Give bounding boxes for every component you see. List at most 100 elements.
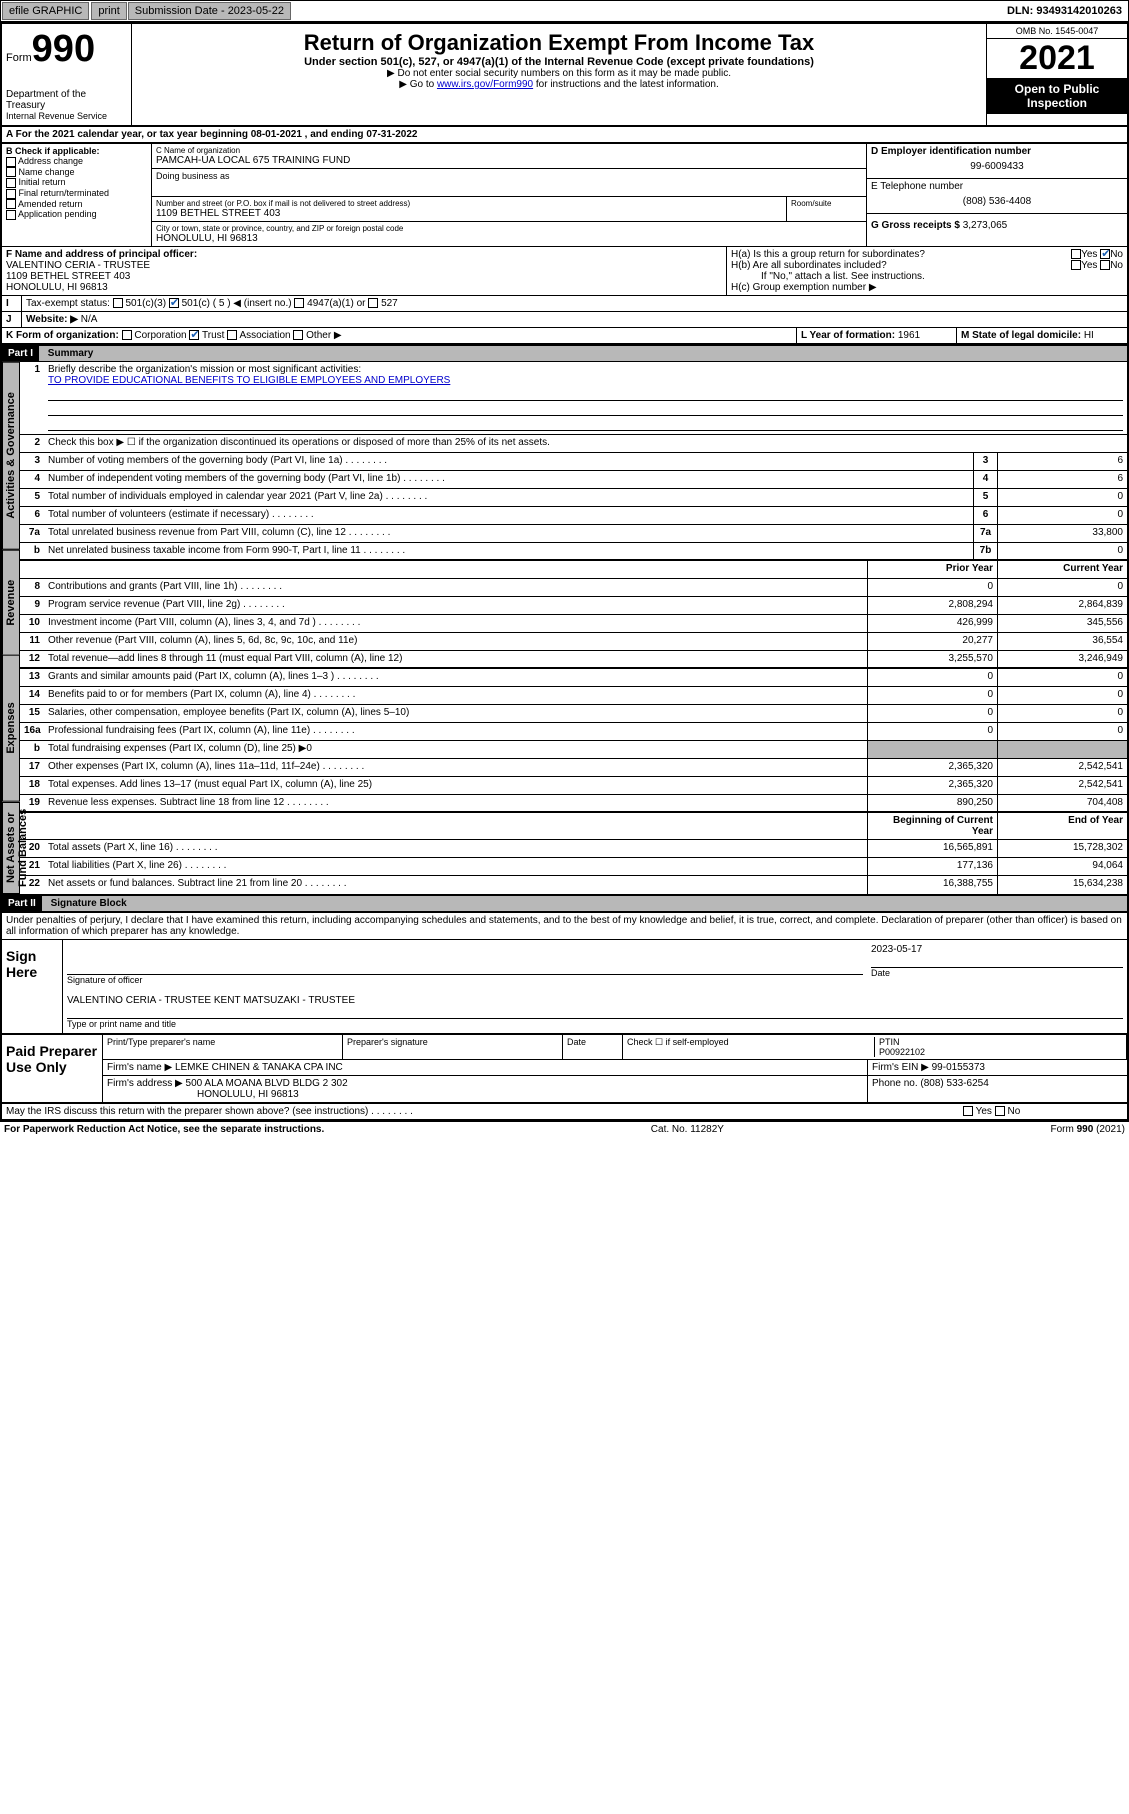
title-column: Return of Organization Exempt From Incom…: [132, 24, 987, 125]
section-b: B Check if applicable: Address change Na…: [2, 144, 152, 247]
street-value: 1109 BETHEL STREET 403: [156, 208, 782, 219]
line-7b-label: Net unrelated business taxable income fr…: [44, 543, 973, 559]
street-label: Number and street (or P.O. box if mail i…: [156, 199, 782, 208]
tab-expenses: Expenses: [2, 655, 20, 802]
part-i-table: Activities & Governance Revenue Expenses…: [0, 362, 1129, 896]
check-application-pending[interactable]: Application pending: [6, 209, 147, 220]
check-4947[interactable]: [294, 298, 304, 308]
check-527[interactable]: [368, 298, 378, 308]
city-label: City or town, state or province, country…: [156, 224, 862, 233]
phone-value: (808) 536-4408: [871, 192, 1123, 211]
firm-name: LEMKE CHINEN & TANAKA CPA INC: [175, 1062, 343, 1073]
officer-city: HONOLULU, HI 96813: [6, 282, 108, 293]
line-18-label: Total expenses. Add lines 13–17 (must eq…: [44, 777, 867, 794]
top-bar: efile GRAPHIC print Submission Date - 20…: [0, 0, 1129, 22]
section-h: H(a) Is this a group return for subordin…: [727, 247, 1127, 296]
ein-label: D Employer identification number: [871, 146, 1031, 157]
part-i-header: Part I: [2, 346, 39, 361]
paid-preparer-block: Paid Preparer Use Only Print/Type prepar…: [0, 1035, 1129, 1104]
part-ii-header: Part II: [2, 896, 42, 911]
line-16b-label: Total fundraising expenses (Part IX, col…: [44, 741, 867, 758]
print-button[interactable]: print: [91, 2, 126, 20]
preparer-date-header: Date: [563, 1035, 623, 1060]
year-column: OMB No. 1545-0047 2021 Open to Public In…: [987, 24, 1127, 125]
line-17-label: Other expenses (Part IX, column (A), lin…: [44, 759, 867, 776]
discuss-yes[interactable]: [963, 1106, 973, 1116]
check-initial-return[interactable]: Initial return: [6, 177, 147, 188]
org-name: PAMCAH-UA LOCAL 675 TRAINING FUND: [156, 155, 862, 166]
officer-signature-line: Signature of officer: [67, 974, 863, 985]
tax-year: 2021: [987, 39, 1127, 78]
tab-revenue: Revenue: [2, 550, 20, 656]
tab-governance: Activities & Governance: [2, 362, 20, 550]
check-address-change[interactable]: Address change: [6, 156, 147, 167]
irs-link[interactable]: www.irs.gov/Form990: [437, 79, 533, 90]
line-2: Check this box ▶ ☐ if the organization d…: [44, 435, 1127, 452]
part-i-title: Summary: [42, 346, 100, 361]
line-5-value: 0: [997, 489, 1127, 506]
discuss-no[interactable]: [995, 1106, 1005, 1116]
self-employed-check[interactable]: Check ☐ if self-employed: [627, 1037, 875, 1057]
line-13-label: Grants and similar amounts paid (Part IX…: [44, 669, 867, 686]
form-word: Form: [6, 52, 32, 64]
check-amended-return[interactable]: Amended return: [6, 199, 147, 210]
section-f: F Name and address of principal officer:…: [2, 247, 727, 296]
note-ssn: ▶ Do not enter social security numbers o…: [138, 68, 980, 79]
line-19-label: Revenue less expenses. Subtract line 18 …: [44, 795, 867, 811]
section-c: C Name of organization PAMCAH-UA LOCAL 6…: [152, 144, 867, 247]
check-corporation[interactable]: [122, 330, 132, 340]
efile-label: efile GRAPHIC: [2, 2, 89, 20]
check-association[interactable]: [227, 330, 237, 340]
form-subtitle: Under section 501(c), 527, or 4947(a)(1)…: [138, 56, 980, 68]
firm-address-2: HONOLULU, HI 96813: [107, 1089, 299, 1100]
tax-exempt-status: Tax-exempt status: 501(c)(3) 501(c) ( 5 …: [22, 296, 1127, 312]
officer-street: 1109 BETHEL STREET 403: [6, 271, 130, 282]
officer-printed-name: VALENTINO CERIA - TRUSTEE KENT MATSUZAKI…: [67, 995, 1123, 1006]
mission-text: TO PROVIDE EDUCATIONAL BENEFITS TO ELIGI…: [48, 375, 450, 386]
submission-date: Submission Date - 2023-05-22: [128, 2, 291, 20]
form-title: Return of Organization Exempt From Incom…: [138, 30, 980, 56]
beginning-year-header: Beginning of Current Year: [867, 813, 997, 839]
dept-treasury: Department of the Treasury: [6, 89, 127, 111]
form-number: 990: [32, 28, 95, 70]
open-inspection: Open to Public Inspection: [987, 78, 1127, 114]
check-501c[interactable]: [169, 298, 179, 308]
line-11-label: Other revenue (Part VIII, column (A), li…: [44, 633, 867, 650]
part-ii-title: Signature Block: [45, 896, 133, 911]
date-label: Date: [871, 967, 1123, 978]
preparer-sig-header: Preparer's signature: [343, 1035, 563, 1060]
line-7a-label: Total unrelated business revenue from Pa…: [44, 525, 973, 542]
printed-name-label: Type or print name and title: [67, 1018, 1123, 1029]
paid-preparer-label: Paid Preparer Use Only: [2, 1035, 102, 1102]
phone-label: E Telephone number: [871, 181, 963, 192]
omb-number: OMB No. 1545-0047: [987, 24, 1127, 39]
check-name-change[interactable]: Name change: [6, 167, 147, 178]
line-6-value: 0: [997, 507, 1127, 524]
line-6-label: Total number of volunteers (estimate if …: [44, 507, 973, 524]
note-link: ▶ Go to www.irs.gov/Form990 for instruct…: [138, 79, 980, 90]
sign-here-block: Sign Here Signature of officer 2023-05-1…: [0, 939, 1129, 1035]
gross-receipts-value: 3,273,065: [963, 220, 1008, 231]
dba-label: Doing business as: [156, 171, 862, 181]
line-12-label: Total revenue—add lines 8 through 11 (mu…: [44, 651, 867, 667]
city-value: HONOLULU, HI 96813: [156, 233, 862, 244]
line-10-label: Investment income (Part VIII, column (A)…: [44, 615, 867, 632]
firm-phone: (808) 533-6254: [920, 1078, 988, 1089]
section-k: K Form of organization: Corporation Trus…: [2, 328, 797, 344]
line-4-label: Number of independent voting members of …: [44, 471, 973, 488]
check-501c3[interactable]: [113, 298, 123, 308]
section-j-label: J: [2, 312, 22, 328]
check-trust[interactable]: [189, 330, 199, 340]
page-footer: For Paperwork Reduction Act Notice, see …: [0, 1121, 1129, 1137]
line-3-value: 6: [997, 453, 1127, 470]
section-i-label: I: [2, 296, 22, 312]
line-8-label: Contributions and grants (Part VIII, lin…: [44, 579, 867, 596]
section-m: M State of legal domicile: HI: [957, 328, 1127, 344]
firm-address-1: 500 ALA MOANA BLVD BLDG 2 302: [186, 1078, 348, 1089]
cat-number: Cat. No. 11282Y: [651, 1124, 724, 1135]
check-final-return[interactable]: Final return/terminated: [6, 188, 147, 199]
line-4-value: 6: [997, 471, 1127, 488]
check-other[interactable]: [293, 330, 303, 340]
declaration-text: Under penalties of perjury, I declare th…: [0, 913, 1129, 939]
paperwork-notice: For Paperwork Reduction Act Notice, see …: [4, 1124, 324, 1135]
